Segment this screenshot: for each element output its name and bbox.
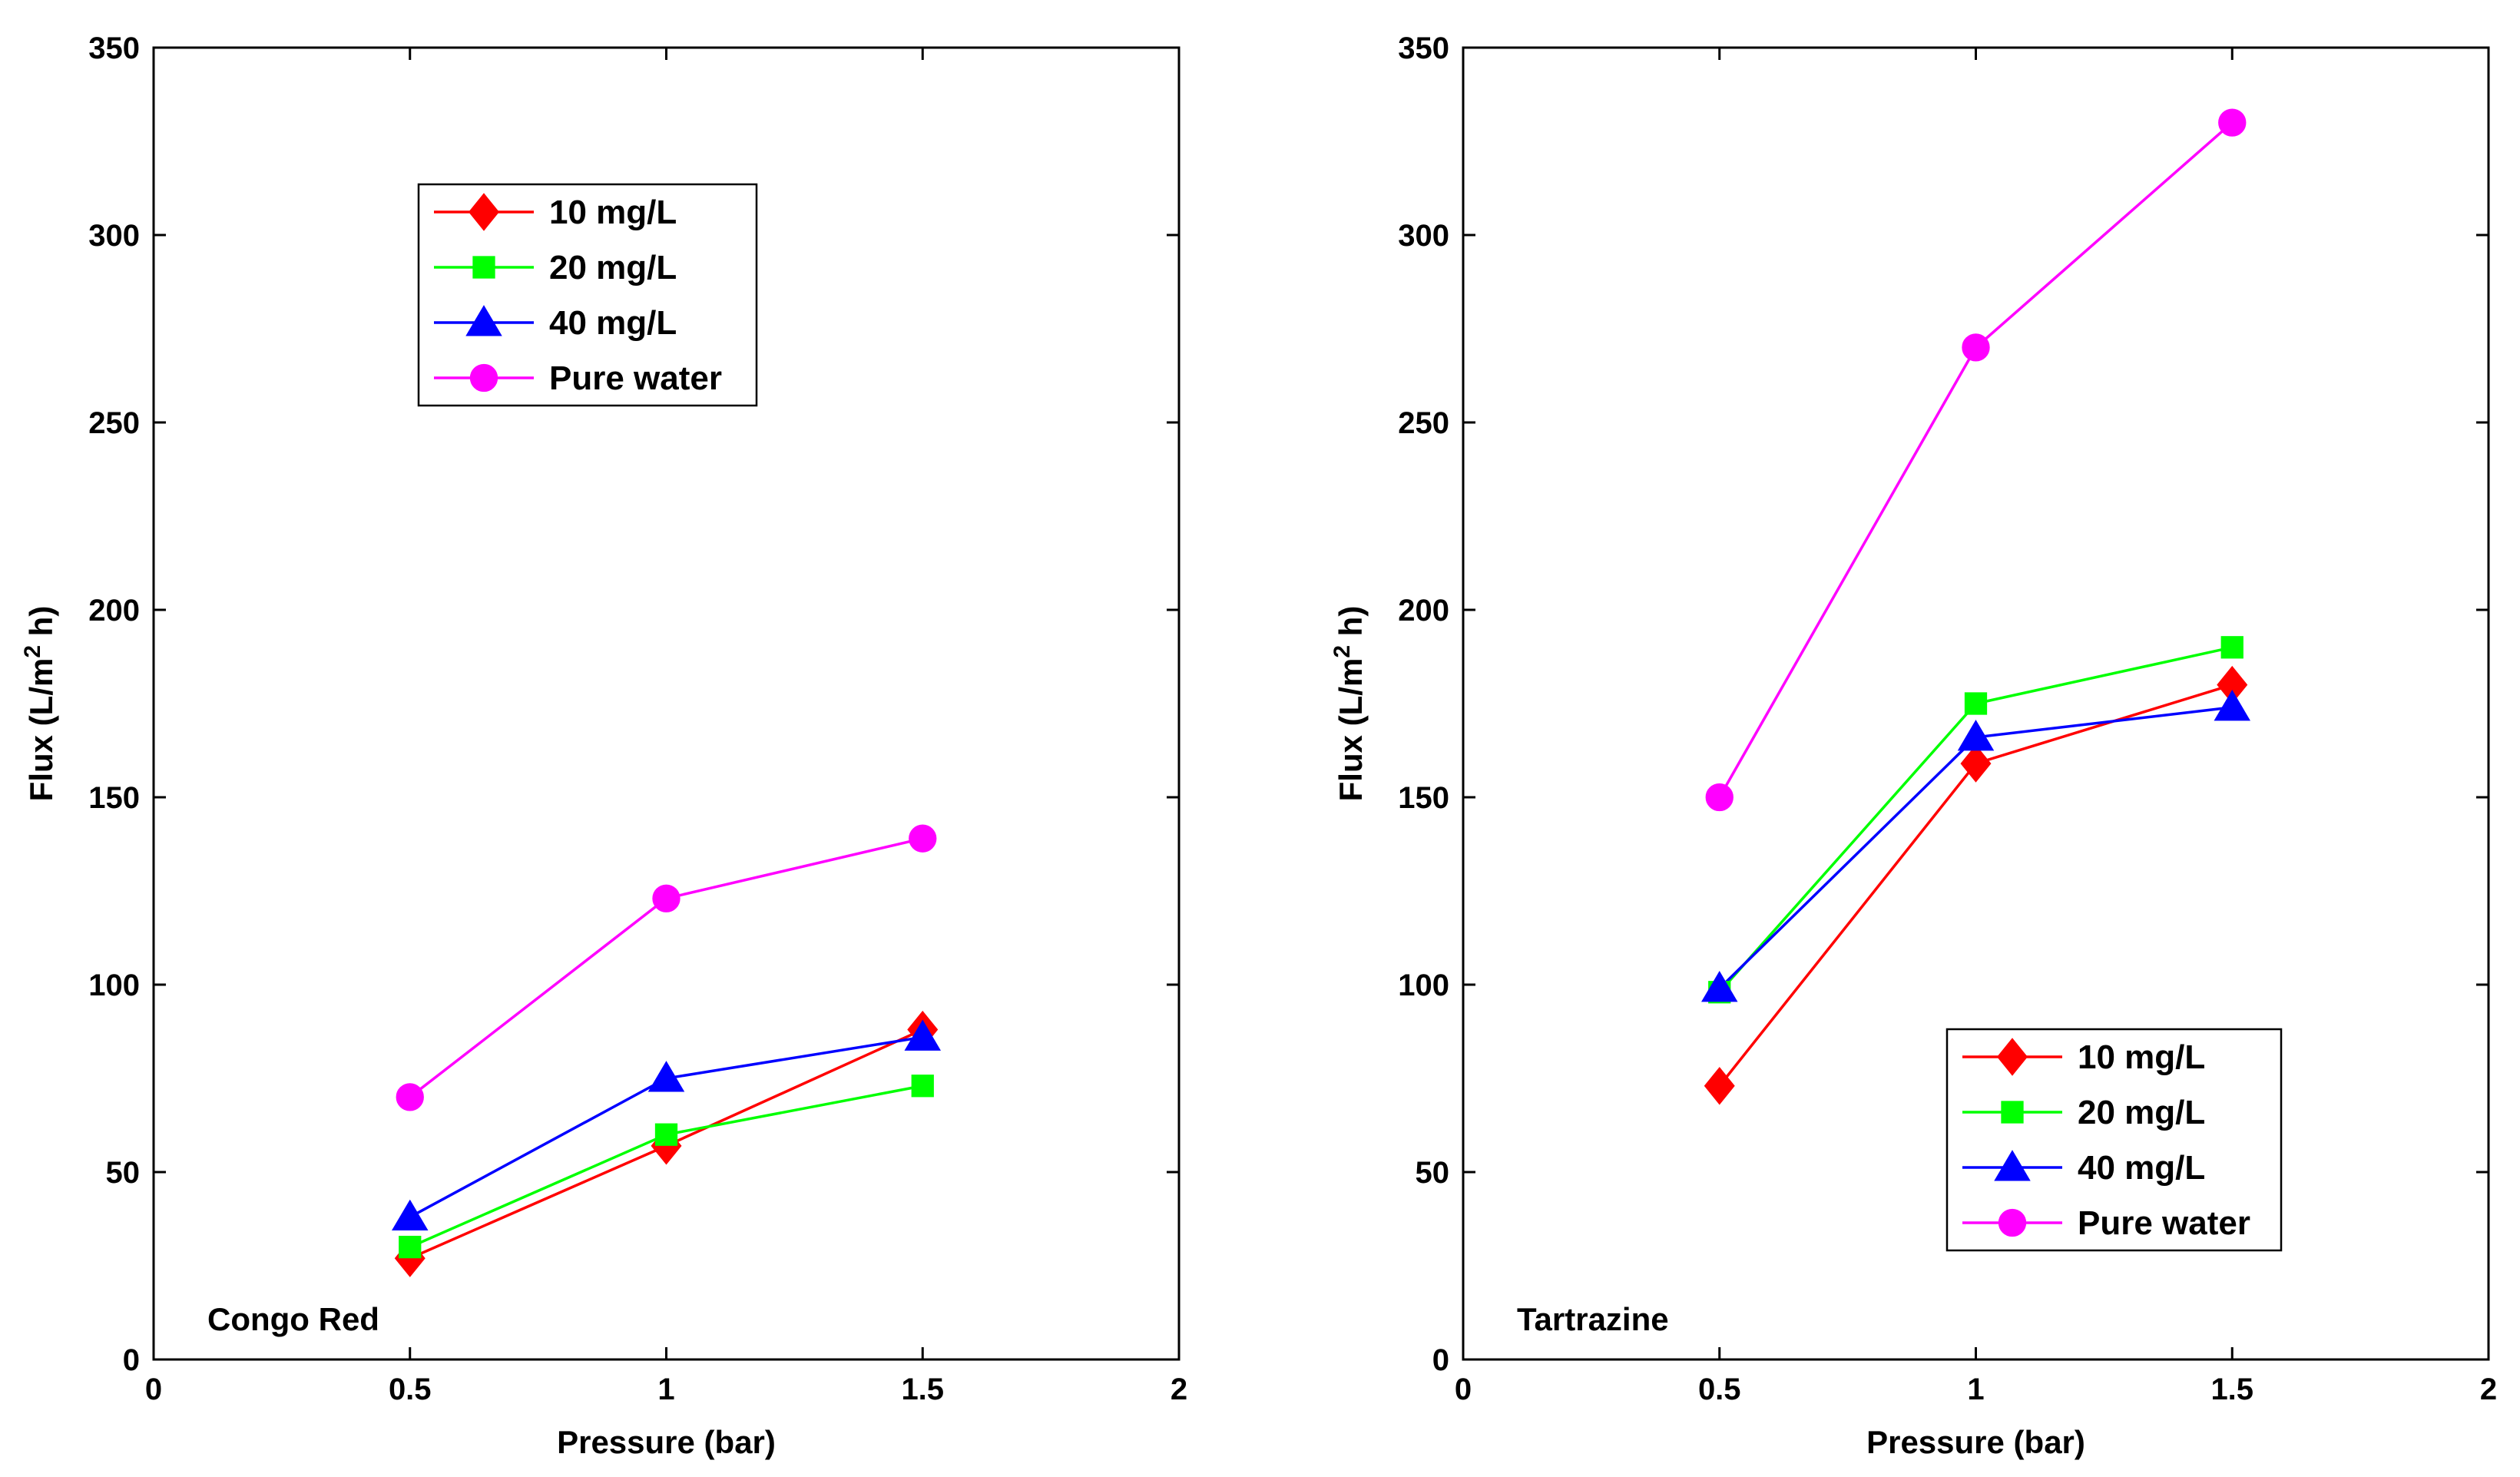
chart-panel-1: 0 0.5 1 1.5 2 0 50 100 150 200 250 300 350 Pressure (… [20,31,1187,1460]
x-tick-label: 0.5 [389,1373,432,1406]
y-axis-title-main: Flux (L/m [23,658,59,802]
data-point-circle [1705,783,1734,812]
y-tick-label: 100 [88,969,140,1002]
data-point-square [654,1123,678,1146]
y-tick-label: 350 [1398,31,1449,65]
legend-marker-triangle [1994,1150,2031,1181]
legend-entry: 10 mg/L [434,193,677,231]
legend-label: 10 mg/L [2078,1038,2205,1076]
data-point-circle [1962,333,1990,362]
legend-entry: 20 mg/L [434,249,677,286]
data-point-circle [2218,108,2247,137]
data-point-circle [396,1083,424,1111]
series-markers-3 [1701,690,2250,1002]
legend-entry: 40 mg/L [434,304,677,342]
x-tick-label: 1 [657,1373,674,1406]
legend-marker-triangle [465,305,502,336]
series-markers-4 [396,824,937,1111]
y-tick-label: 100 [1398,969,1449,1002]
x-axis-title: Pressure (bar) [1866,1424,2085,1460]
data-point-circle [909,824,937,853]
y-tick-label: 50 [1416,1156,1450,1190]
legend-marker-square [472,256,495,279]
y-tick-label: 150 [1398,781,1449,815]
y-axis-title: Flux (L/m2 h) [1330,606,1369,802]
data-point-triangle [2214,690,2250,721]
legend-label: Pure water [549,359,722,397]
data-point-triangle [904,1019,941,1051]
legend-label: Pure water [2078,1204,2250,1242]
data-point-diamond [1704,1067,1735,1105]
x-axis-title: Pressure (bar) [557,1424,776,1460]
x-tick-label: 0 [145,1373,162,1406]
y-axis-title-sup: 2 [20,645,45,658]
chart-annotation: Congo Red [207,1301,379,1337]
legend-marker-diamond [469,193,499,231]
legend: 10 mg/L 20 mg/L 40 mg/L Pure water [1945,1028,2283,1252]
legend-label: 40 mg/L [2078,1149,2205,1187]
y-axis-title-main: Flux (L/m [1333,658,1369,802]
legend-entry: 40 mg/L [1962,1149,2205,1187]
data-point-square [911,1075,934,1098]
data-point-triangle [1957,720,1995,751]
data-point-triangle [647,1061,685,1092]
x-tick-label: 1.5 [901,1373,944,1406]
data-point-triangle [392,1199,429,1231]
legend-entry: 10 mg/L [1962,1038,2205,1076]
y-tick-label: 300 [1398,219,1449,253]
legend-label: 20 mg/L [549,249,677,286]
y-tick-label: 250 [88,406,140,440]
y-tick-label: 200 [1398,594,1449,628]
x-tick-label: 1.5 [2210,1373,2253,1406]
data-point-square [1964,692,1988,715]
series-markers-3 [392,1019,941,1231]
data-point-circle [652,884,680,912]
legend-label: 20 mg/L [2078,1094,2205,1131]
legend-marker-diamond [1997,1038,2028,1076]
y-axis-title-sup: 2 [1330,645,1355,658]
y-tick-label: 200 [88,594,140,628]
x-tick-label: 0.5 [1698,1373,1741,1406]
legend-marker-circle [469,363,498,392]
data-point-square [2220,636,2243,659]
legend-entry: Pure water [434,359,722,397]
y-axis-title-end: h) [23,606,59,645]
data-point-triangle [1701,971,1738,1002]
legend-label: 40 mg/L [549,304,677,342]
legend-entry: Pure water [1962,1204,2250,1242]
legend-marker-circle [1998,1208,2027,1237]
y-tick-label: 50 [106,1156,141,1190]
x-tick-label: 0 [1455,1373,1472,1406]
legend-entry: 20 mg/L [1962,1094,2205,1131]
chart-annotation: Tartrazine [1517,1301,1669,1337]
y-tick-label: 0 [123,1343,140,1377]
series-markers-4 [1705,108,2247,812]
legend-marker-square [2001,1101,2024,1124]
data-point-square [399,1235,422,1259]
data-point-diamond [1960,744,1992,783]
x-tick-label: 2 [2480,1373,2497,1406]
y-tick-label: 350 [88,31,140,65]
y-axis-title-end: h) [1333,606,1369,645]
legend-label: 10 mg/L [549,194,677,231]
y-axis-title: Flux (L/m2 h) [20,606,59,802]
x-tick-label: 2 [1171,1373,1187,1406]
chart-panel-2: 0 0.5 1 1.5 2 0 50 100 150 200 250 300 350 Pressure (… [1330,31,2497,1460]
x-tick-label: 1 [1967,1373,1984,1406]
y-tick-label: 0 [1432,1343,1449,1377]
series-markers-2 [399,1075,934,1259]
legend: 10 mg/L 20 mg/L 40 mg/L Pure water [417,183,758,407]
y-tick-label: 250 [1398,406,1449,440]
y-tick-label: 300 [88,219,140,253]
y-tick-label: 150 [88,781,140,815]
